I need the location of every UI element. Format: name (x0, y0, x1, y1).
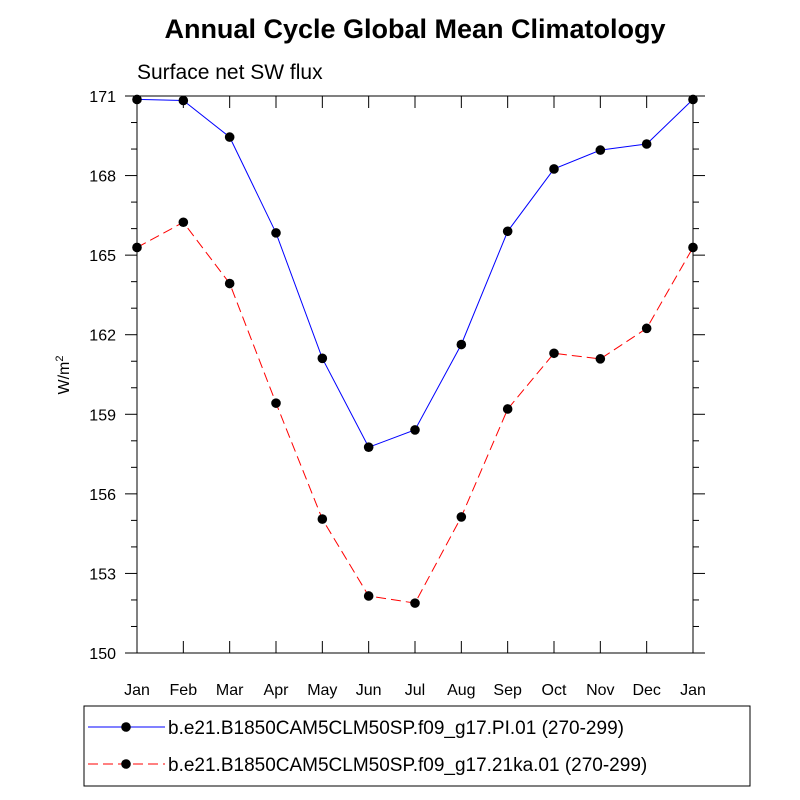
x-tick-label: Jun (356, 682, 382, 699)
data-point (271, 228, 281, 238)
chart-title: Annual Cycle Global Mean Climatology (164, 14, 665, 44)
data-point (688, 242, 698, 253)
y-tick-label: 171 (89, 89, 116, 106)
y-tick-label: 168 (89, 169, 116, 186)
series-line-2 (136, 221, 694, 604)
legend-box (83, 705, 751, 787)
data-point (317, 353, 328, 364)
x-tick-label: Jan (680, 682, 706, 699)
data-point (502, 404, 513, 414)
x-tick-label: Sep (493, 682, 522, 699)
data-point (595, 145, 606, 155)
y-tick-label: 150 (89, 646, 116, 663)
data-point (410, 425, 420, 435)
data-point (549, 348, 559, 359)
y-tick-label: 162 (89, 328, 116, 345)
data-point (641, 139, 652, 149)
data-point (595, 354, 606, 364)
chart-subtitle: Surface net SW flux (137, 61, 323, 84)
legend-label-1: b.e21.B1850CAM5CLM50SP.f09_g17.PI.01 (27… (168, 718, 624, 739)
legend-marker (121, 759, 131, 769)
y-tick-label: 165 (89, 248, 116, 265)
data-point (224, 132, 235, 142)
x-tick-label: Jul (405, 682, 425, 699)
data-point (224, 278, 235, 289)
data-point (132, 94, 142, 105)
y-tick-label: 156 (89, 487, 116, 504)
data-point (317, 514, 328, 524)
y-tick-label: 153 (89, 566, 116, 583)
legend-label-2: b.e21.B1850CAM5CLM50SP.f09_g17.21ka.01 (… (168, 755, 647, 776)
data-point (271, 398, 281, 408)
series-layer (132, 94, 698, 608)
x-tick-label: Jan (124, 682, 150, 699)
ticks: Jan Feb Mar Apr May Jun Jul Aug Sep Oct Nov Dec Jan 1… (89, 89, 706, 699)
x-tick-label: Apr (264, 682, 290, 699)
data-point (178, 217, 189, 228)
x-tick-label: Feb (170, 682, 198, 699)
plot-frame (136, 95, 694, 654)
data-point (363, 442, 374, 452)
data-point (641, 323, 652, 334)
x-tick-label: May (307, 682, 337, 699)
data-point (456, 339, 467, 350)
x-tick-label: Aug (447, 682, 475, 699)
y-axis-label: W/m2 (54, 356, 73, 395)
legend: b.e21.B1850CAM5CLM50SP.f09_g17.PI.01 (27… (88, 718, 647, 776)
x-tick-label: Mar (216, 682, 244, 699)
legend-marker (121, 722, 131, 732)
x-tick-label: Dec (632, 682, 660, 699)
data-point (688, 94, 698, 105)
data-point (178, 95, 189, 106)
data-point (502, 226, 513, 237)
x-tick-label: Nov (586, 682, 614, 699)
data-point (410, 598, 420, 608)
x-tick-label: Oct (542, 682, 567, 699)
series-line-1 (136, 98, 694, 448)
data-point (549, 164, 559, 174)
y-tick-label: 159 (89, 407, 116, 424)
data-point (132, 242, 142, 253)
data-point (456, 512, 467, 522)
data-point (363, 591, 374, 601)
